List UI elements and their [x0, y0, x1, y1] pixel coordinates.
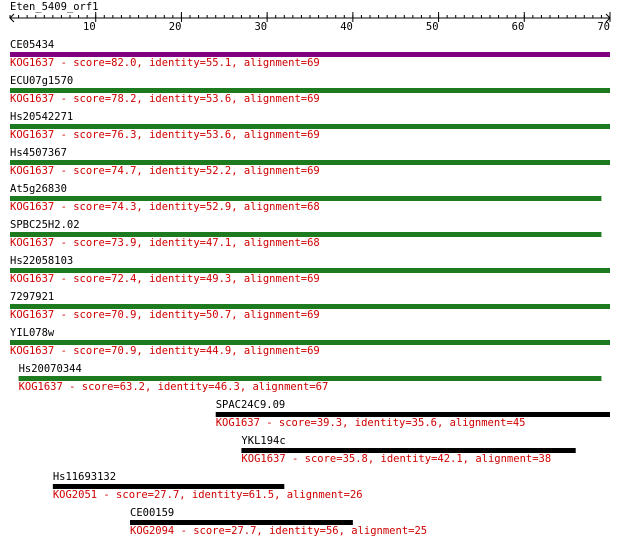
x-tick-label: 10 — [83, 21, 96, 33]
hit-bar — [130, 520, 353, 525]
hit-bar — [10, 88, 610, 93]
x-tick-label: 60 — [512, 21, 525, 33]
hit-name: CE05434 — [10, 39, 54, 51]
hit-label: KOG2094 - score=27.7, identity=56, align… — [130, 525, 427, 537]
x-tick-label: 20 — [169, 21, 182, 33]
hit-label: KOG1637 - score=39.3, identity=35.6, ali… — [216, 417, 526, 429]
hit-name: Hs20542271 — [10, 111, 73, 123]
hit-bar — [10, 340, 610, 345]
hit-bar — [10, 52, 610, 57]
hit-bar — [10, 304, 610, 309]
hit-label: KOG1637 - score=78.2, identity=53.6, ali… — [10, 93, 320, 105]
hit-label: KOG1637 - score=76.3, identity=53.6, ali… — [10, 129, 320, 141]
hit-bar — [52, 484, 285, 489]
hit-name: 7297921 — [10, 291, 54, 303]
hit-name: SPBC25H2.02 — [10, 219, 80, 231]
hit-bar — [10, 268, 610, 273]
x-tick-label: 50 — [426, 21, 439, 33]
query-name: Eten_5409_orf1 — [10, 1, 99, 13]
hit-label: KOG1637 - score=73.9, identity=47.1, ali… — [10, 237, 320, 249]
hit-name: YIL078w — [10, 327, 55, 339]
hit-name: Hs22058103 — [10, 255, 73, 267]
hit-name: At5g26830 — [10, 183, 67, 195]
hit-bar — [18, 376, 602, 381]
hit-name: Hs11693132 — [53, 471, 116, 483]
hit-bar — [10, 196, 602, 201]
hit-label: KOG1637 - score=70.9, identity=50.7, ali… — [10, 309, 320, 321]
hit-label: KOG1637 - score=72.4, identity=49.3, ali… — [10, 273, 320, 285]
hit-name: ECU07g1570 — [10, 75, 73, 87]
hit-name: YKL194c — [241, 435, 285, 447]
x-tick-label: 30 — [254, 21, 267, 33]
hit-label: KOG1637 - score=63.2, identity=46.3, ali… — [19, 381, 329, 393]
hit-name: Hs4507367 — [10, 147, 67, 159]
hit-label: KOG2051 - score=27.7, identity=61.5, ali… — [53, 489, 363, 501]
hit-bar — [215, 412, 610, 417]
x-tick-label: 70 — [597, 21, 610, 33]
hit-name: CE00159 — [130, 507, 174, 519]
x-tick-label: 40 — [340, 21, 353, 33]
hit-label: KOG1637 - score=74.3, identity=52.9, ali… — [10, 201, 320, 213]
hit-bar — [10, 124, 610, 129]
hit-label: KOG1637 - score=74.7, identity=52.2, ali… — [10, 165, 320, 177]
hit-label: KOG1637 - score=35.8, identity=42.1, ali… — [241, 453, 551, 465]
hit-bar — [10, 232, 602, 237]
hit-bar — [10, 160, 610, 165]
hit-label: KOG1637 - score=70.9, identity=44.9, ali… — [10, 345, 320, 357]
hit-bar — [241, 448, 576, 453]
hit-name: SPAC24C9.09 — [216, 399, 286, 411]
hit-name: Hs20070344 — [19, 363, 82, 375]
hit-label: KOG1637 - score=82.0, identity=55.1, ali… — [10, 57, 320, 69]
